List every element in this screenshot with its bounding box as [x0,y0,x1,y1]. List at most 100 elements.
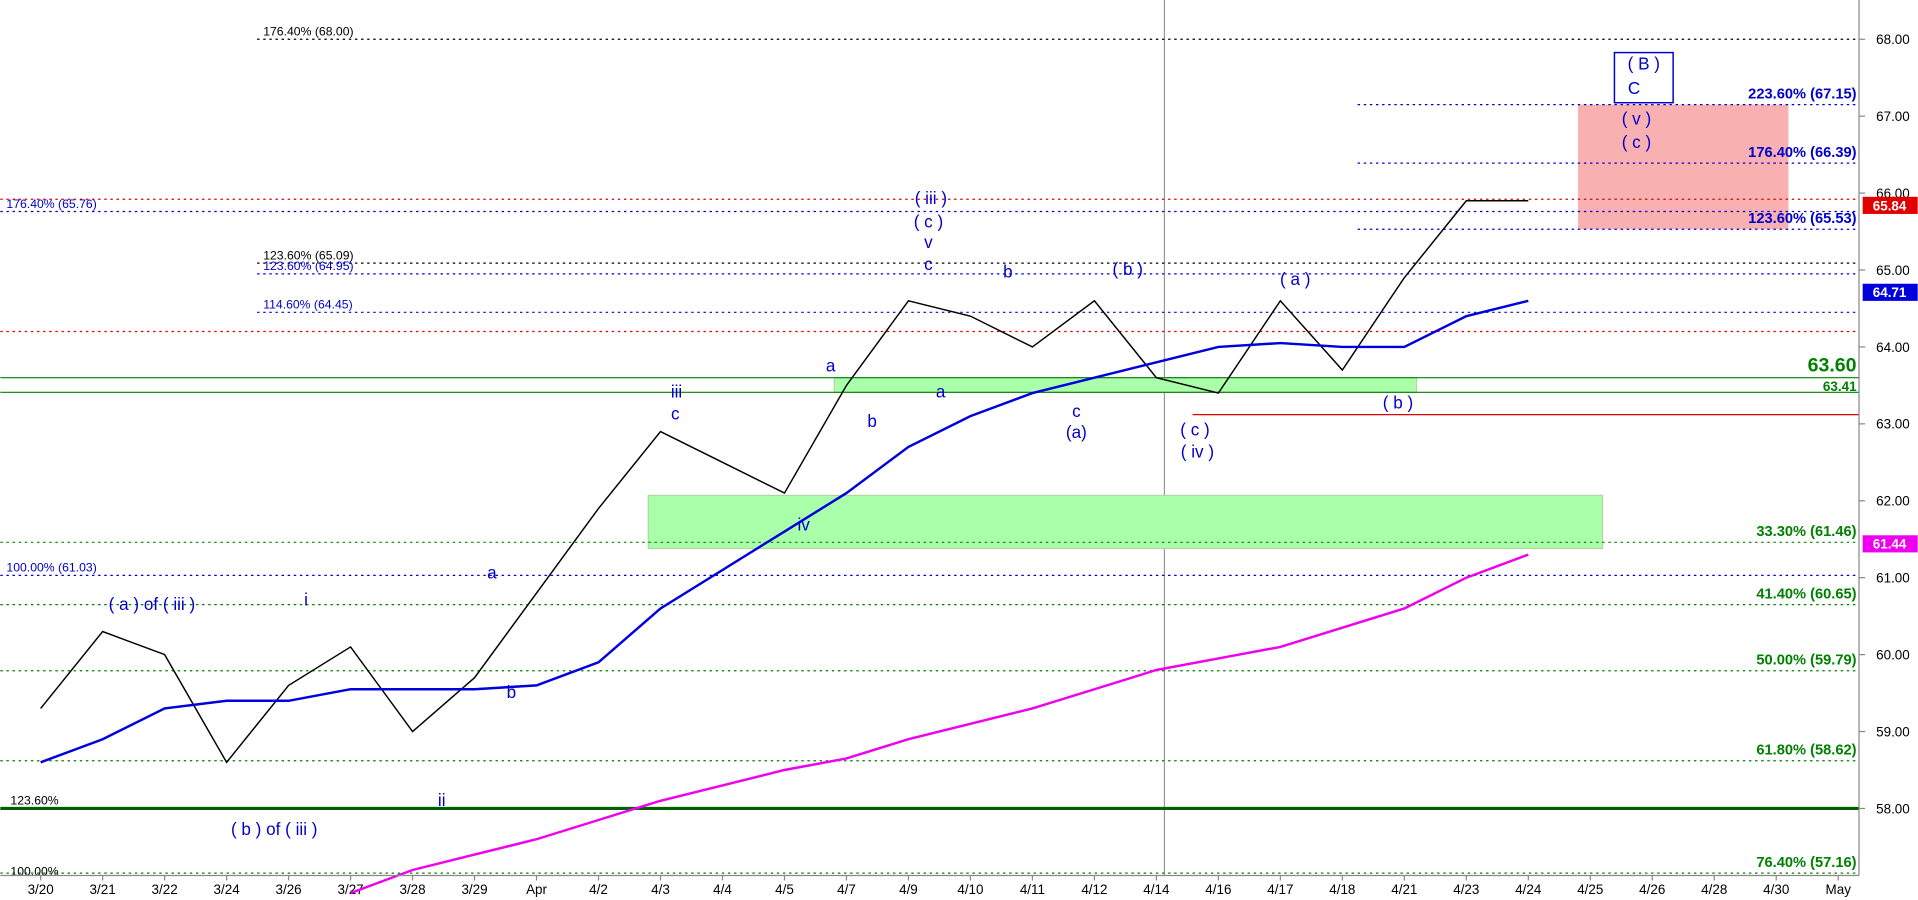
wave-box [1613,51,1674,104]
y-tick-label: 60.00 [1876,648,1910,663]
wave-label: ( iii ) [915,189,947,208]
x-tick-label: 4/2 [589,882,608,897]
price-tag [1862,196,1918,214]
fib-label: 176.40% (68.00) [263,25,353,39]
wave-label: b [867,412,877,431]
x-tick-label: 4/3 [651,882,670,897]
y-tick-label: 62.00 [1876,494,1910,509]
fib-label: 114.60% (64.45) [263,298,352,312]
x-tick-label: 4/12 [1081,882,1107,897]
x-tick-label: 4/21 [1391,882,1417,897]
wave-label: ( b ) of ( iii ) [231,820,318,839]
price-tag [1862,283,1918,301]
fib-label: 41.40% (60.65) [1756,587,1856,603]
wave-label: c [1072,402,1081,421]
wave-label: ( b ) [1383,393,1413,412]
fib-label: 33.30% (61.46) [1756,524,1856,540]
x-tick-label: 4/4 [713,882,732,897]
fib-label: 176.40% (65.76) [6,197,96,211]
wave-label: c [924,255,933,274]
wave-label: ( B ) [1628,55,1660,74]
x-tick-label: 4/24 [1515,882,1542,897]
wave-label: c [671,404,680,423]
support-label: 63.41 [1823,379,1857,394]
fib-label: 123.60% (64.95) [263,259,353,273]
x-tick-label: 4/30 [1763,882,1789,897]
x-tick-label: 3/26 [276,882,302,897]
x-tick-label: 4/23 [1453,882,1479,897]
fib-label: 50.00% (59.79) [1756,653,1856,669]
x-tick-label: 3/22 [152,882,178,897]
fib-label: 61.80% (58.62) [1756,743,1856,759]
x-tick-label: 4/5 [775,882,794,897]
support-label: 63.60 [1808,355,1857,377]
wave-label: a [936,382,946,401]
x-tick-label: 4/14 [1143,882,1170,897]
price-tag-label: 61.44 [1873,537,1907,552]
wave-label: ( v ) [1622,110,1651,129]
wave-label: C [1628,79,1640,98]
wave-label: ( a ) of ( iii ) [109,595,195,614]
y-tick-label: 58.00 [1876,801,1910,816]
wave-label: ( iv ) [1181,442,1214,461]
wave-label: i [304,590,308,609]
wave-label: ( a ) [1280,270,1310,289]
zone [1578,104,1789,230]
wave-label: a [487,563,497,582]
x-tick-label: 3/21 [90,882,116,897]
x-tick-label: 3/29 [461,882,487,897]
fib-label: 76.40% (57.16) [1756,855,1856,871]
x-tick-label: 4/26 [1639,882,1665,897]
x-tick-label: 3/27 [338,882,364,897]
wave-label: iii [671,382,682,401]
x-tick-label: 4/28 [1701,882,1727,897]
price-tag-label: 65.84 [1873,198,1907,213]
fib-label: 100.00% (61.03) [6,561,96,575]
y-tick-label: 64.00 [1876,340,1910,355]
wave-label: ( c ) [1180,420,1209,439]
x-tick-label: 4/11 [1020,882,1045,897]
plot-layer: 58.00 59.00 60.00 61.00 62.00 63.00 64.00 65.00… [0,25,1918,897]
price-tag [1862,535,1918,553]
x-tick-label: 3/20 [28,882,54,897]
price-tag-label: 64.71 [1873,285,1907,300]
y-tick-label: 67.00 [1876,109,1910,124]
wave-label: b [507,683,517,702]
wave-label: 100.00% [10,865,58,879]
x-tick-label: 3/24 [214,882,241,897]
wave-label: iv [798,516,811,535]
fib-label: 123.60% (65.09) [263,248,353,262]
fib-label: 223.60% (67.15) [1748,87,1856,103]
wave-label: v [924,233,933,252]
wave-label: ( b ) [1113,260,1143,279]
moving-average [350,553,1529,895]
wave-label: ( c ) [914,212,943,231]
price-line [40,200,1529,764]
x-tick-label: May [1826,882,1852,897]
wave-label: (a) [1066,423,1087,442]
x-tick-label: 4/16 [1205,882,1231,897]
x-tick-label: 4/7 [837,882,856,897]
y-tick-label: 68.00 [1876,32,1910,47]
x-tick-label: 4/18 [1329,882,1355,897]
x-tick-label: 4/10 [957,882,983,897]
fib-label: 176.40% (66.39) [1748,145,1856,161]
x-tick-label: 4/9 [899,882,918,897]
wave-label: 123.60% [10,794,58,808]
y-tick-label: 61.00 [1876,571,1910,586]
y-tick-label: 59.00 [1876,724,1910,739]
zone [647,494,1604,550]
fib-label: 123.60% (65.53) [1748,211,1856,227]
wave-label: ( c ) [1622,133,1651,152]
zone [833,377,1418,393]
y-tick-label: 65.00 [1876,263,1910,278]
wave-label: a [826,357,836,376]
wave-label: b [1003,263,1013,282]
x-tick-label: 3/28 [399,882,425,897]
x-tick-label: Apr [526,882,547,897]
wave-label: ii [438,791,446,810]
x-tick-label: 4/17 [1267,882,1293,897]
x-tick-label: 4/25 [1577,882,1603,897]
y-tick-label: 63.00 [1876,417,1910,432]
